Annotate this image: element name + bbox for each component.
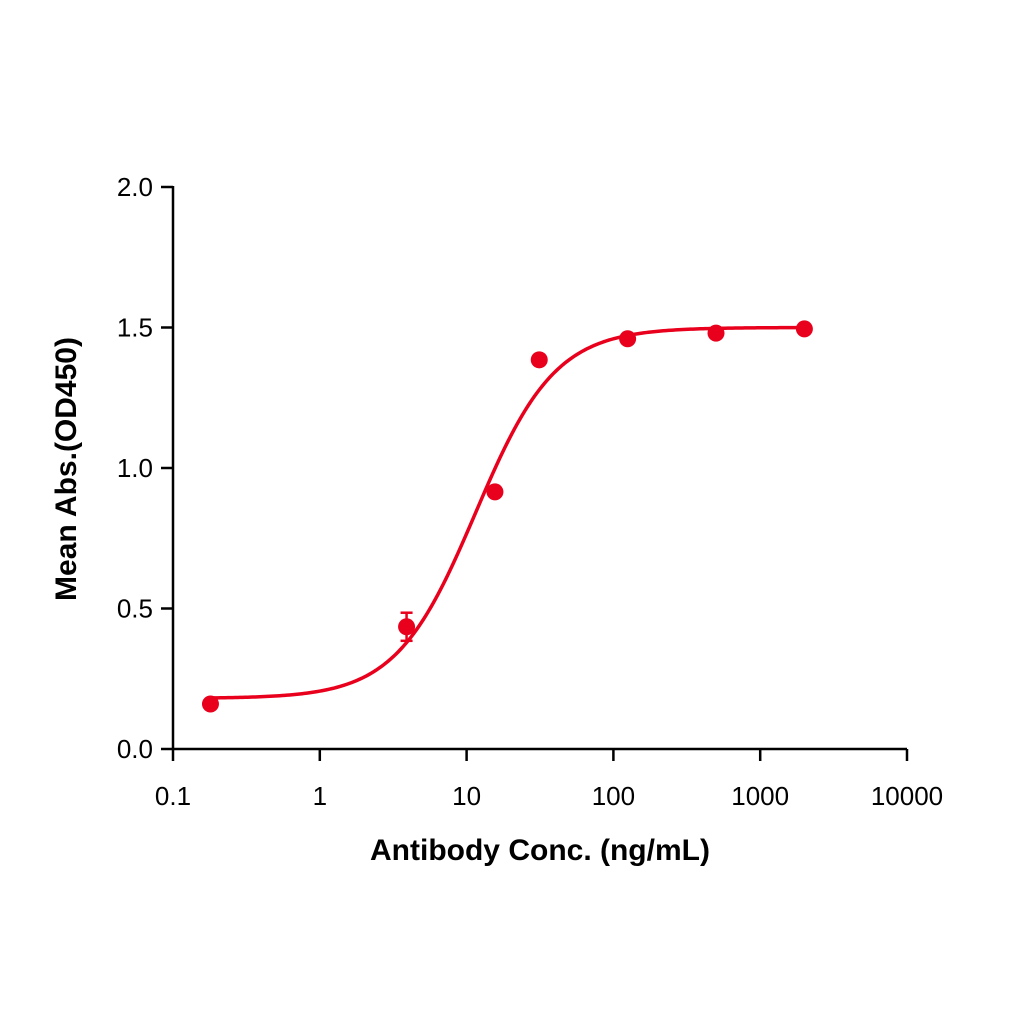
x-tick-label: 10 <box>452 781 481 811</box>
x-axis-title: Antibody Conc. (ng/mL) <box>370 834 710 867</box>
data-point <box>707 324 725 342</box>
data-point <box>530 351 548 369</box>
y-tick-label: 2.0 <box>117 172 153 202</box>
data-point <box>486 483 504 501</box>
x-tick-label: 1000 <box>731 781 789 811</box>
x-tick-label: 1 <box>313 781 327 811</box>
x-tick-label: 0.1 <box>155 781 191 811</box>
fit-curve <box>210 325 805 700</box>
data-point <box>201 695 219 713</box>
y-tick-label: 1.0 <box>117 453 153 483</box>
y-ticks: 0.0 0.5 1.0 1.5 2.0 <box>117 172 173 764</box>
x-ticks: 0.1 1 10 100 1000 10000 <box>155 749 943 811</box>
y-tick-label: 0.0 <box>117 734 153 764</box>
x-tick-label: 100 <box>592 781 635 811</box>
data-point <box>619 330 637 348</box>
x-tick-label: 10000 <box>871 781 943 811</box>
data-point <box>398 618 416 636</box>
axes <box>171 186 907 751</box>
data-points <box>201 320 813 713</box>
y-axis-title: Mean Abs.(OD450) <box>50 337 83 601</box>
data-point <box>795 320 813 338</box>
y-tick-label: 0.5 <box>117 594 153 624</box>
y-tick-label: 1.5 <box>117 313 153 343</box>
